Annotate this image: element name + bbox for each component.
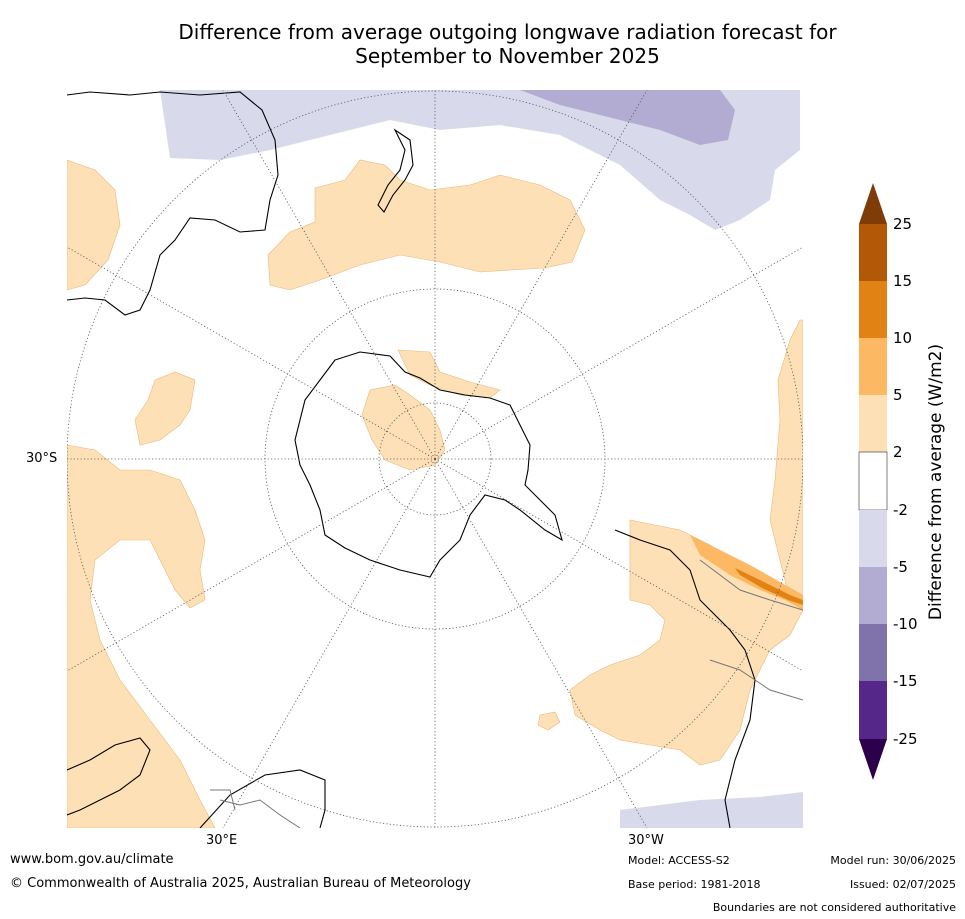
tick-label-neg25: -25: [893, 730, 918, 748]
title-line-1: Difference from average outgoing longwav…: [178, 20, 837, 44]
region-pos2-antarctic-north: [397, 349, 501, 399]
boundary-south-america-1: [699, 559, 803, 611]
region-pos2-northwest: [67, 159, 121, 291]
tick-label-neg5: -5: [893, 558, 908, 576]
tick-label-15: 15: [893, 272, 913, 290]
colorbar-band-neg2-neg5: [859, 510, 887, 567]
below-average-regions: [160, 90, 803, 828]
tick-label-5: 5: [893, 386, 903, 404]
region-pos2-small-patch: [537, 711, 561, 731]
coastline-new-zealand: [377, 128, 414, 213]
strong-above-average: [690, 535, 803, 610]
region-pos10-andes: [735, 568, 803, 605]
colorbar-band-15-25: [859, 224, 887, 281]
meridian-60e: [67, 458, 436, 672]
tick-label-neg2: -2: [893, 501, 908, 519]
base-period-text: Base period: 1981-2018: [628, 878, 761, 891]
colorbar-extend-top: [859, 183, 887, 224]
label-30w: 30°W: [628, 833, 664, 848]
colorbar-band-2-5: [859, 395, 887, 452]
label-30e: 30°E: [206, 833, 238, 848]
meridian-120e: [67, 246, 436, 460]
meridian-150w: [434, 90, 648, 460]
title-line-2: September to November 2025: [355, 44, 660, 68]
colorbar: [858, 183, 888, 780]
country-boundaries: [210, 559, 803, 828]
coastline-antarctica: [294, 351, 563, 578]
colorbar-band-neutral: [858, 451, 888, 511]
colorbar-band-5-10: [859, 338, 887, 395]
coastline-madagascar-south: [199, 769, 326, 828]
tick-label-25: 25: [893, 215, 913, 233]
disclaimer-text: Boundaries are not considered authoritat…: [712, 901, 956, 914]
model-text: Model: ACCESS-S2: [628, 854, 730, 867]
label-30s: 30°S: [26, 451, 58, 466]
colorbar-band-neg5-neg10: [859, 567, 887, 624]
tick-label-10: 10: [893, 329, 913, 347]
region-pos2-antarctic-center: [361, 384, 446, 471]
meridian-30e: [222, 458, 436, 828]
boundary-south-america-2: [709, 659, 803, 701]
coastline-australia: [67, 91, 279, 316]
colorbar-title: Difference from average (W/m2): [926, 343, 946, 621]
boundary-africa-2: [210, 789, 236, 811]
model-run-text: Model run: 30/06/2025: [830, 854, 956, 867]
region-pos2-west-indian: [134, 371, 196, 446]
coastline-south-america: [614, 529, 756, 828]
tick-label-neg15: -15: [893, 672, 918, 690]
coastlines: [67, 91, 756, 828]
meridian-30w: [434, 458, 648, 828]
above-average-regions: [67, 159, 803, 828]
region-pos2-north: [267, 159, 586, 291]
colorbar-band-10-15: [859, 281, 887, 338]
colorbar-extend-bottom: [859, 739, 887, 780]
latitude-circle-80s: [378, 402, 492, 516]
meridian-120w: [434, 246, 803, 460]
colorbar-band-neg15-neg25: [859, 681, 887, 739]
region-neg5-north: [520, 90, 735, 145]
colorbar-band-neg10-neg15: [859, 624, 887, 681]
graticule: [67, 90, 803, 828]
map-title: Difference from average outgoing longwav…: [0, 20, 965, 68]
meridian-60w: [434, 458, 803, 672]
map-panel: [67, 90, 803, 828]
region-neg2-bottom: [620, 792, 803, 828]
region-pos2-west-large: [67, 444, 216, 828]
tick-label-2: 2: [893, 443, 903, 461]
tick-label-neg10: -10: [893, 615, 918, 633]
copyright-text: © Commonwealth of Australia 2025, Austra…: [10, 876, 471, 891]
coastline-africa: [67, 737, 151, 816]
meridian-150e: [222, 90, 436, 460]
issued-text: Issued: 02/07/2025: [849, 878, 956, 891]
website-link[interactable]: www.bom.gov.au/climate: [10, 852, 174, 867]
